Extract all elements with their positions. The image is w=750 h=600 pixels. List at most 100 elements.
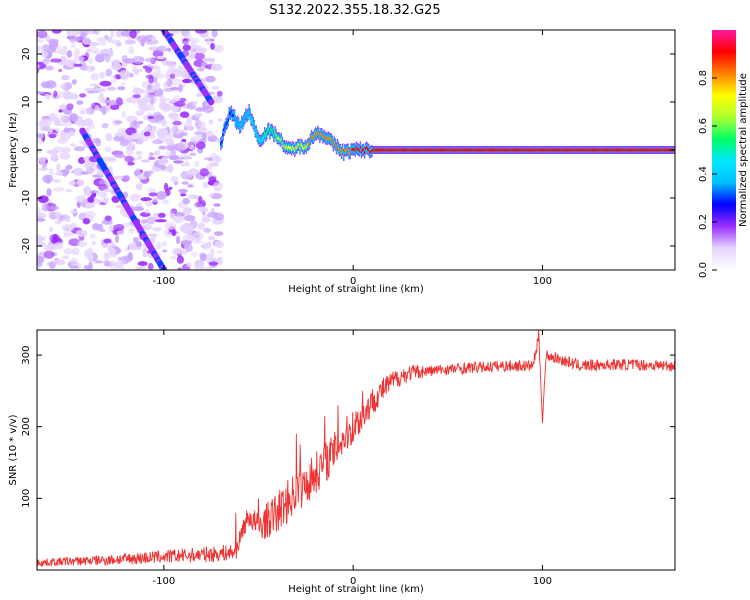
heatmap-noise-cell — [181, 78, 192, 84]
heatmap-carrier-core — [585, 148, 588, 152]
heatmap-carrier-core — [626, 148, 628, 152]
heatmap-noise-cell — [108, 99, 117, 106]
heatmap-carrier-core — [555, 148, 557, 152]
heatmap-noise-cell — [128, 46, 135, 55]
heatmap-noise-cell — [140, 219, 148, 224]
heatmap-carrier-core — [369, 150, 371, 154]
heatmap-noise-cell — [179, 111, 190, 118]
heatmap-carrier-core — [355, 146, 357, 150]
heatmap-carrier-core — [476, 148, 478, 152]
heatmap-noise-cell — [213, 203, 221, 207]
heatmap-carrier-core — [597, 148, 599, 152]
heatmap-noise-cell — [64, 218, 71, 222]
heatmap-noise-cell — [208, 235, 215, 241]
heatmap-carrier-core — [335, 147, 338, 150]
heatmap-noise-cell — [68, 238, 81, 247]
heatmap-noise-cell — [37, 218, 46, 222]
heatmap-carrier-core — [401, 148, 403, 152]
heatmap-noise-cell — [46, 188, 52, 197]
heatmap-carrier-core — [352, 148, 354, 152]
heatmap-carrier-core — [482, 148, 484, 152]
heatmap-noise-cell — [96, 37, 108, 42]
heatmap-noise-cell — [153, 111, 162, 118]
heatmap-carrier-core — [516, 148, 518, 152]
heatmap-noise-cell — [185, 243, 193, 252]
heatmap-noise-cell — [197, 127, 208, 132]
heatmap-carrier-core — [453, 148, 455, 152]
heatmap-noise-cell — [187, 141, 199, 145]
heatmap-carrier-core — [547, 148, 549, 152]
heatmap-carrier-core — [374, 148, 376, 152]
heatmap-noise-cell — [148, 156, 156, 160]
heatmap-carrier-core — [321, 133, 323, 136]
snr-frame — [36, 329, 676, 571]
heatmap-noise-cell — [169, 30, 182, 34]
heatmap-carrier-core — [376, 148, 378, 152]
heatmap-carrier-core — [221, 140, 223, 144]
heatmap-carrier-core — [320, 132, 322, 136]
heatmap-noise-cell — [99, 72, 106, 79]
y-tick-label: 0 — [21, 147, 32, 153]
heatmap-noise-cell — [133, 194, 141, 198]
heatmap-noise-cell — [146, 216, 156, 225]
heatmap-noise-cell — [202, 181, 209, 189]
heatmap-noise-cell — [111, 75, 117, 84]
heatmap-noise-cell — [53, 242, 64, 250]
heatmap-noise-cell — [48, 133, 57, 139]
heatmap-carrier-core — [574, 148, 576, 152]
heatmap-noise-cell — [77, 240, 88, 247]
heatmap-carrier-core — [249, 112, 251, 116]
heatmap-carrier-core — [577, 148, 579, 152]
heatmap-noise-cell — [41, 44, 51, 52]
heatmap-carrier-core — [398, 148, 400, 152]
heatmap-noise-cell — [180, 240, 192, 245]
heatmap-noise-cell — [211, 85, 220, 90]
heatmap-carrier-core — [512, 148, 515, 152]
heatmap-noise-cell — [141, 223, 153, 231]
heatmap-noise-cell — [169, 86, 180, 92]
heatmap-noise-cell — [146, 188, 157, 193]
heatmap-carrier-core — [486, 148, 489, 152]
heatmap-carrier-core — [270, 128, 272, 132]
heatmap-carrier-core — [520, 148, 522, 152]
heatmap-noise-cell — [176, 156, 185, 160]
heatmap-carrier-core — [580, 148, 582, 152]
heatmap-carrier-core — [255, 130, 257, 134]
heatmap-noise-cell — [158, 101, 167, 110]
heatmap-noise-cell — [192, 101, 197, 107]
heatmap-noise-cell — [211, 30, 218, 38]
heatmap-noise-cell — [114, 154, 127, 159]
heatmap-noise-cell — [149, 170, 154, 175]
heatmap-carrier-core — [522, 148, 524, 152]
colorbar-tick-label: 0.2 — [698, 214, 709, 230]
heatmap-noise-cell — [114, 234, 120, 243]
heatmap-carrier-core — [315, 131, 317, 135]
heatmap-carrier-core — [350, 147, 352, 151]
heatmap-carrier-core — [554, 148, 556, 152]
heatmap-carrier-core — [230, 110, 233, 114]
heatmap-carrier-core — [600, 148, 602, 152]
heatmap-noise-cell — [99, 40, 107, 46]
heatmap-noise-cell — [84, 210, 96, 219]
heatmap-noise-cell — [68, 34, 78, 43]
heatmap-carrier-core — [348, 151, 350, 155]
heatmap-noise-cell — [119, 70, 131, 79]
heatmap-carrier-core — [301, 144, 303, 148]
heatmap-carrier-core — [551, 148, 553, 152]
heatmap-carrier-core — [536, 148, 539, 152]
x-tick-label: 0 — [350, 276, 356, 287]
heatmap-carrier-core — [567, 148, 569, 152]
heatmap-carrier-core — [412, 148, 415, 152]
heatmap-carrier-core — [565, 148, 568, 152]
heatmap-noise-cell — [149, 152, 153, 158]
heatmap-noise-cell — [60, 146, 72, 153]
heatmap-noise-cell — [162, 199, 169, 205]
heatmap-noise-cell — [180, 170, 189, 180]
heatmap-noise-cell — [87, 253, 94, 262]
heatmap-carrier-core — [235, 122, 238, 126]
heatmap-carrier-core — [557, 148, 559, 152]
heatmap-carrier-core — [521, 148, 523, 152]
heatmap-carrier-core — [539, 148, 542, 152]
heatmap-carrier-core — [308, 142, 311, 146]
heatmap-noise-cell — [49, 233, 61, 243]
